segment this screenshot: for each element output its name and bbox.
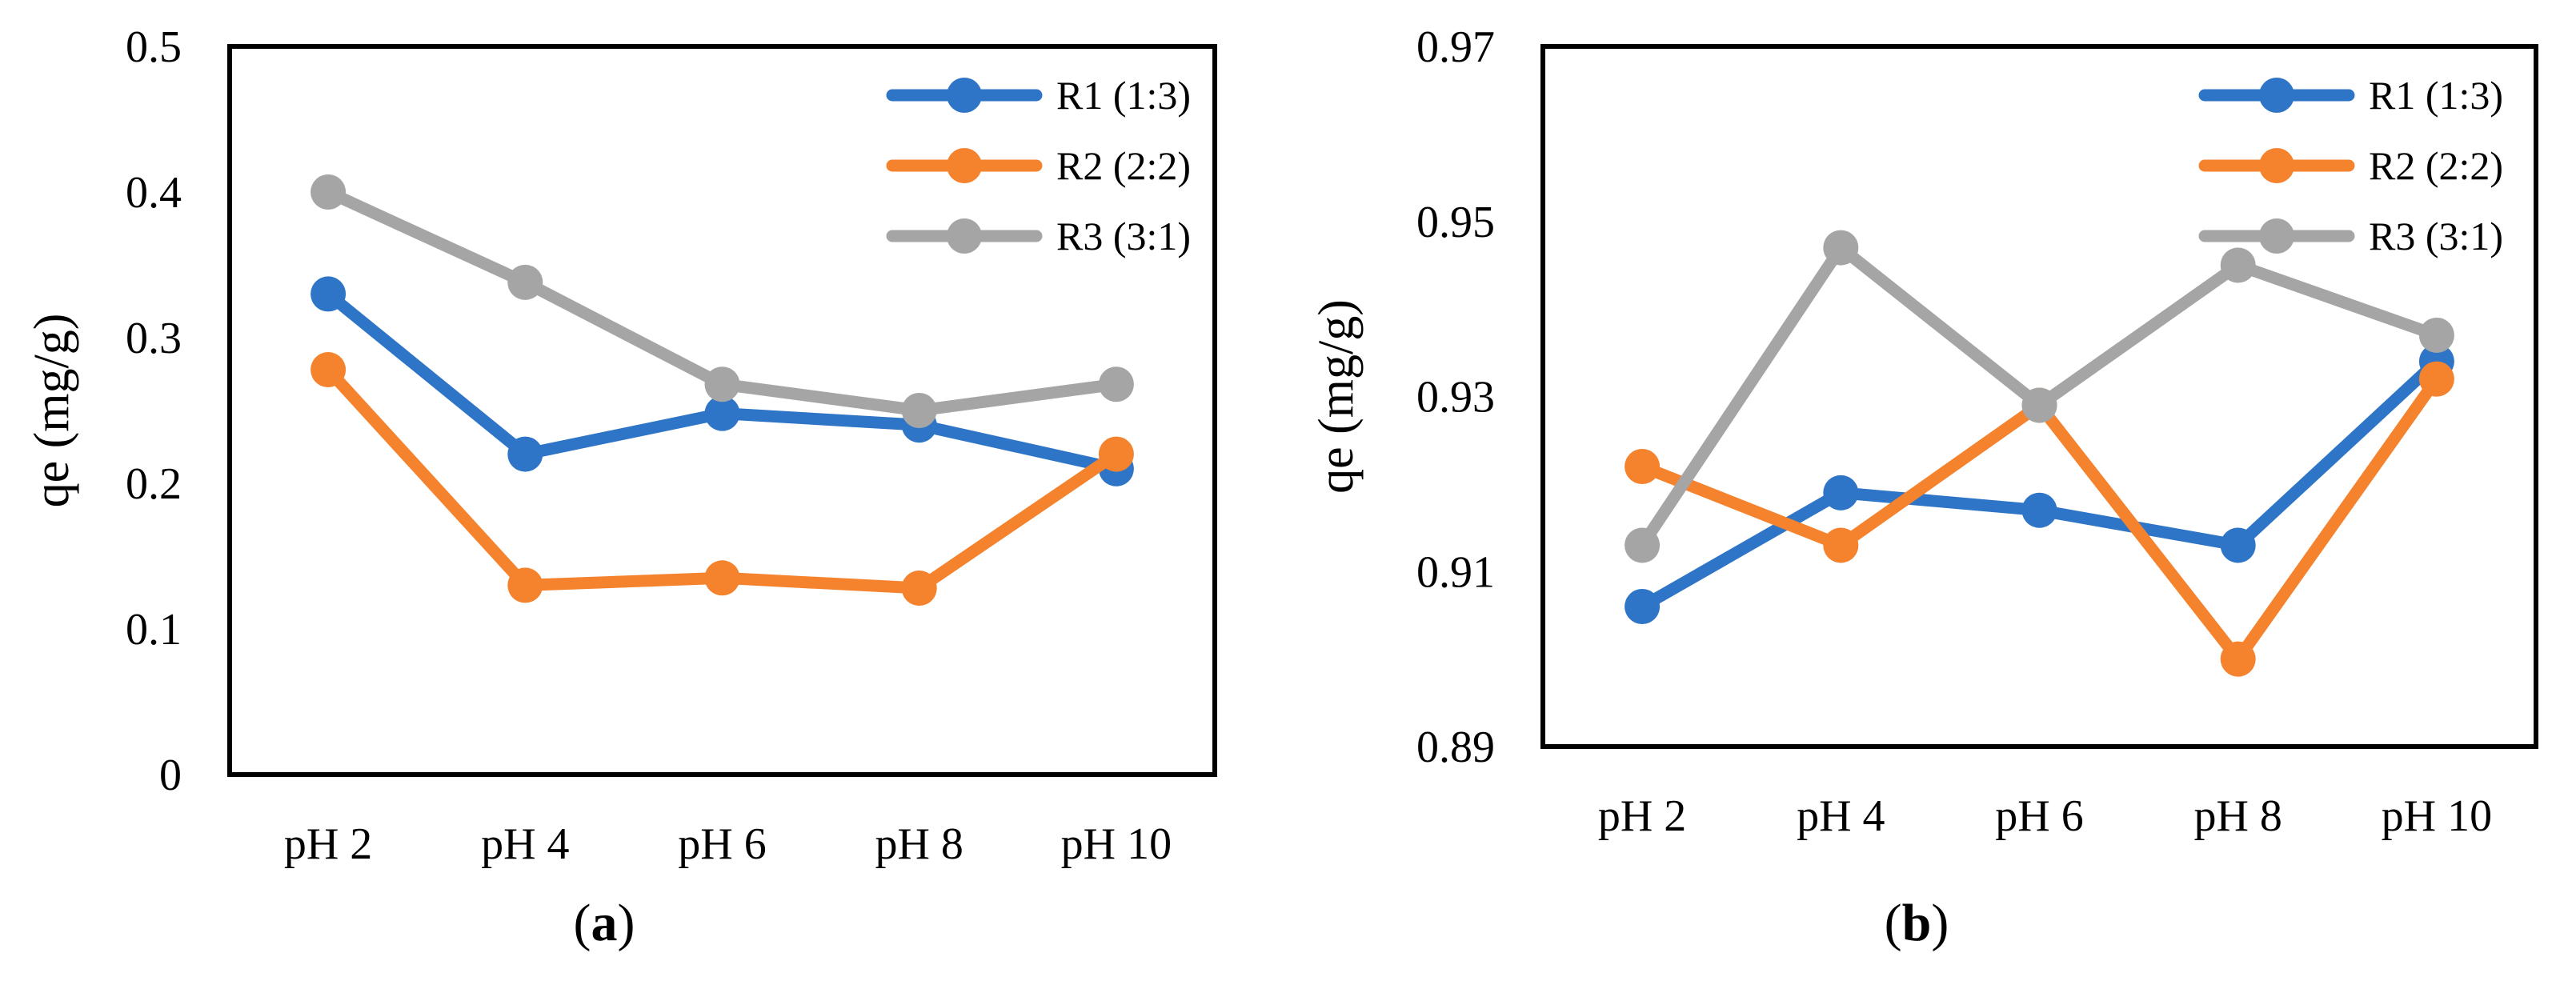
- x-tick-label: pH 4: [1797, 791, 1885, 841]
- legend-label: R1 (1:3): [2369, 73, 2503, 118]
- x-tick-label: pH 6: [1995, 791, 2083, 841]
- legend-label: R1 (1:3): [1056, 73, 1191, 118]
- y-tick-label: 0.1: [126, 605, 182, 655]
- data-point: [1625, 449, 1661, 484]
- x-tick-label: pH 6: [678, 819, 766, 869]
- x-tick-label: pH 8: [2193, 791, 2282, 841]
- legend-marker: [947, 218, 982, 254]
- y-tick-label: 0: [159, 751, 182, 800]
- y-axis-title: qe (mg/g): [1309, 299, 1364, 494]
- x-tick-label: pH 10: [2382, 791, 2492, 841]
- x-tick-label: pH 8: [875, 819, 963, 869]
- y-tick-label: 0.91: [1416, 547, 1495, 597]
- x-tick-label: pH 4: [481, 819, 569, 869]
- x-tick-label: pH 10: [1061, 819, 1172, 869]
- data-point: [1625, 527, 1661, 563]
- legend-marker: [947, 78, 982, 113]
- data-point: [1098, 436, 1134, 472]
- data-point: [2220, 247, 2256, 283]
- x-tick-label: pH 2: [1598, 791, 1686, 841]
- legend-marker: [2259, 78, 2294, 113]
- data-point: [704, 395, 740, 431]
- y-tick-label: 0.5: [126, 22, 182, 72]
- data-point: [2021, 387, 2057, 423]
- data-point: [1625, 589, 1661, 624]
- data-point: [901, 571, 937, 607]
- data-point: [704, 560, 740, 596]
- legend-label: R2 (2:2): [2369, 143, 2503, 188]
- data-point: [2021, 492, 2057, 528]
- legend-label: R2 (2:2): [1056, 143, 1191, 188]
- data-point: [310, 174, 347, 210]
- series-3: [1625, 230, 2454, 563]
- legend-label: R3 (3:1): [1056, 214, 1191, 258]
- y-tick-label: 0.3: [126, 314, 182, 363]
- y-tick-label: 0.2: [126, 459, 182, 509]
- series-3: [310, 174, 1134, 428]
- data-point: [1098, 366, 1134, 402]
- data-point: [704, 366, 740, 402]
- panel-caption: (a): [574, 894, 635, 952]
- series-1: [1625, 343, 2454, 624]
- legend-marker: [2259, 148, 2294, 183]
- data-point: [507, 567, 543, 603]
- panel-caption: (b): [1885, 894, 1949, 952]
- data-point: [1823, 474, 1859, 511]
- data-point: [507, 436, 543, 472]
- data-point: [2418, 361, 2454, 397]
- data-point: [1823, 527, 1859, 563]
- legend-marker: [2259, 218, 2294, 254]
- legend-label: R3 (3:1): [2369, 214, 2503, 258]
- y-tick-label: 0.89: [1416, 723, 1495, 772]
- y-tick-label: 0.95: [1416, 198, 1495, 247]
- data-point: [310, 352, 347, 388]
- y-axis-title: qe (mg/g): [25, 314, 79, 508]
- series-2: [310, 352, 1134, 607]
- y-tick-label: 0.97: [1416, 22, 1495, 72]
- data-point: [901, 393, 937, 428]
- legend-marker: [947, 148, 982, 183]
- legend: R1 (1:3) R2 (2:2) R3 (3:1): [886, 73, 1191, 258]
- chart-panel-b: 0.89 0.91 0.93 0.95 0.97 pH 2 pH 4 pH 6 pH 8 pH 1…: [1309, 22, 2538, 952]
- data-point: [507, 264, 543, 300]
- y-tick-label: 0.4: [126, 168, 182, 218]
- legend: R1 (1:3) R2 (2:2) R3 (3:1): [2198, 73, 2503, 258]
- data-point: [2220, 527, 2256, 563]
- data-point: [2220, 641, 2256, 677]
- data-point: [2418, 317, 2454, 353]
- chart-panel-a: 0 0.1 0.2 0.3 0.4 0.5 pH 2 pH 4 pH 6 pH 8 pH 10 qe …: [25, 22, 1217, 952]
- data-point: [310, 276, 347, 312]
- x-tick-label: pH 2: [284, 819, 372, 869]
- data-point: [1823, 230, 1859, 266]
- y-tick-label: 0.93: [1416, 373, 1495, 422]
